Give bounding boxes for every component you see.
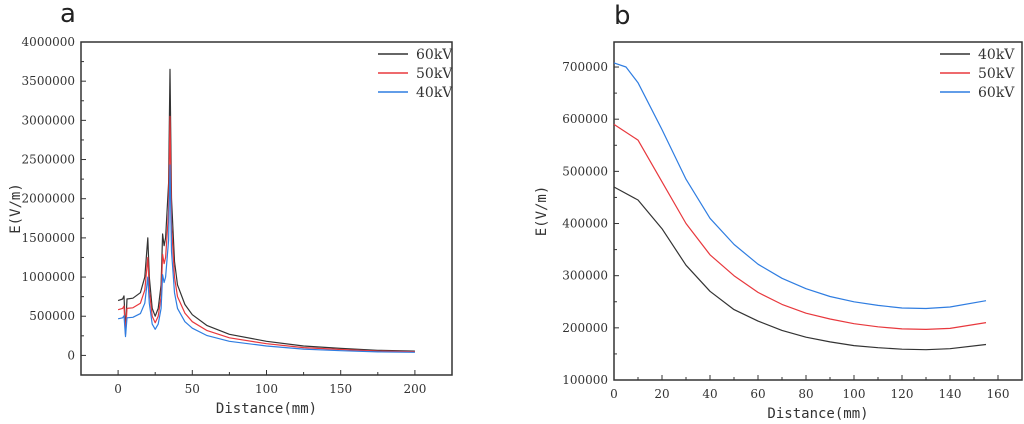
series-line-60kV [613,62,987,310]
legend-label: 50kV [978,66,1015,82]
y-tick-label: 300000 [562,269,608,283]
series-line-40kV [613,186,987,351]
y-axis-label: E(V/m) [8,183,24,234]
legend-label: 60kV [978,85,1015,101]
y-tick-label: 0 [67,348,75,362]
panel-label-b: b [614,1,631,31]
y-tick-label: 2500000 [22,153,75,167]
x-tick-label: 60 [750,387,765,401]
y-tick-label: 3000000 [22,113,75,127]
x-tick-label: 160 [987,387,1010,401]
y-tick-label: 200000 [562,321,608,335]
x-axis-label: Distance(mm) [216,401,317,417]
series-line-40kV [117,164,415,353]
x-axis-label: Distance(mm) [767,406,868,422]
y-tick-label: 100000 [562,373,608,387]
plot-frame [613,41,1023,381]
y-tick-label: 400000 [562,217,608,231]
x-tick-label: 20 [654,387,669,401]
y-tick-label: 1500000 [22,231,75,245]
panel-label-a: a [60,0,76,29]
y-tick-label: 500000 [29,309,75,323]
x-tick-label: 140 [939,387,962,401]
x-tick-label: 40 [702,387,717,401]
y-tick-label: 700000 [562,60,608,74]
y-tick-label: 2000000 [22,192,75,206]
y-tick-label: 500000 [562,164,608,178]
legend-label: 50kV [416,66,453,82]
x-tick-label: 0 [114,382,122,396]
series-line-50kV [613,123,987,330]
series-line-60kV [117,68,415,352]
legend-label: 40kV [978,47,1015,63]
x-tick-label: 0 [610,387,618,401]
y-tick-label: 3500000 [22,74,75,88]
x-tick-label: 80 [798,387,813,401]
y-tick-label: 600000 [562,112,608,126]
x-tick-label: 150 [329,382,352,396]
x-tick-label: 200 [403,382,426,396]
y-axis-label: E(V/m) [534,186,550,237]
x-tick-label: 100 [843,387,866,401]
legend-label: 40kV [416,85,453,101]
x-tick-label: 100 [255,382,278,396]
x-tick-label: 120 [891,387,914,401]
y-tick-label: 1000000 [22,270,75,284]
y-tick-label: 4000000 [22,35,75,49]
series-line-50kV [117,115,415,353]
x-tick-label: 50 [185,382,200,396]
legend-label: 60kV [416,47,453,63]
